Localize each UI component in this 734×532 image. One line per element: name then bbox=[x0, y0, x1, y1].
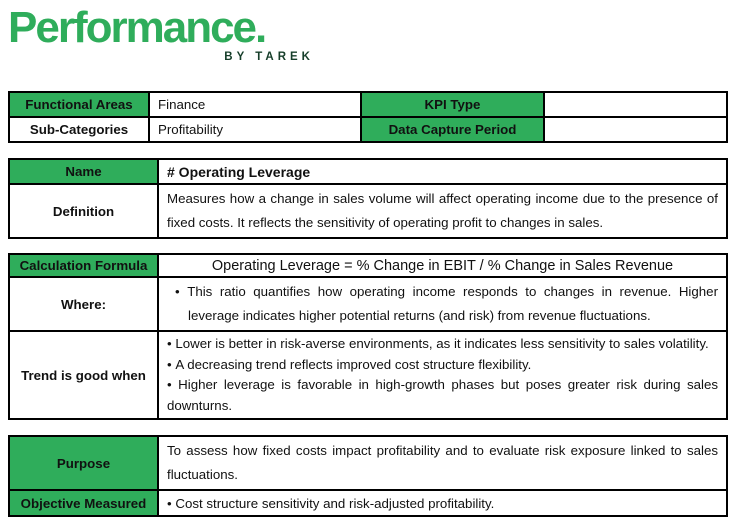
objective-bullet: Cost structure sensitivity and risk-adju… bbox=[167, 496, 718, 511]
data-capture-period-value bbox=[543, 116, 728, 143]
table-row: Calculation Formula Operating Leverage =… bbox=[8, 253, 728, 278]
kpi-type-label: KPI Type bbox=[360, 91, 545, 118]
name-label: Name bbox=[8, 158, 159, 185]
kpi-type-value bbox=[543, 91, 728, 118]
formula-table: Calculation Formula Operating Leverage =… bbox=[8, 253, 728, 420]
table-row: Objective Measured Cost structure sensit… bbox=[8, 489, 728, 517]
sub-categories-value: Profitability bbox=[148, 116, 362, 143]
sub-categories-label: Sub-Categories bbox=[8, 116, 150, 143]
table-row: Trend is good when Lower is better in ri… bbox=[8, 330, 728, 420]
trend-bullet: Higher leverage is favorable in high-gro… bbox=[167, 375, 718, 416]
objective-measured-value: Cost structure sensitivity and risk-adju… bbox=[157, 489, 728, 517]
table-row: Where: This ratio quantifies how operati… bbox=[8, 276, 728, 332]
objective-measured-label: Objective Measured bbox=[8, 489, 159, 517]
where-bullet: This ratio quantifies how operating inco… bbox=[167, 280, 718, 328]
table-row: Purpose To assess how fixed costs impact… bbox=[8, 435, 728, 491]
calculation-formula-value: Operating Leverage = % Change in EBIT / … bbox=[157, 253, 728, 278]
kpi-name-value: # Operating Leverage bbox=[157, 158, 728, 185]
trend-value: Lower is better in risk-averse environme… bbox=[157, 330, 728, 420]
calculation-formula-label: Calculation Formula bbox=[8, 253, 159, 278]
purpose-value: To assess how fixed costs impact profita… bbox=[157, 435, 728, 491]
trend-label: Trend is good when bbox=[8, 330, 159, 420]
purpose-label: Purpose bbox=[8, 435, 159, 491]
functional-areas-label: Functional Areas bbox=[8, 91, 150, 118]
table-row: Sub-Categories Profitability Data Captur… bbox=[8, 116, 728, 143]
definition-label: Definition bbox=[8, 183, 159, 239]
data-capture-period-label: Data Capture Period bbox=[360, 116, 545, 143]
meta-table: Functional Areas Finance KPI Type Sub-Ca… bbox=[8, 91, 728, 143]
purpose-table: Purpose To assess how fixed costs impact… bbox=[8, 435, 728, 517]
name-definition-table: Name # Operating Leverage Definition Mea… bbox=[8, 158, 728, 239]
definition-value: Measures how a change in sales volume wi… bbox=[157, 183, 728, 239]
where-label: Where: bbox=[8, 276, 159, 332]
trend-bullet: Lower is better in risk-averse environme… bbox=[167, 334, 718, 355]
table-row: Name # Operating Leverage bbox=[8, 158, 728, 185]
functional-areas-value: Finance bbox=[148, 91, 362, 118]
table-row: Definition Measures how a change in sale… bbox=[8, 183, 728, 239]
where-value: This ratio quantifies how operating inco… bbox=[157, 276, 728, 332]
table-row: Functional Areas Finance KPI Type bbox=[8, 91, 728, 118]
brand-logo: Performance. BY TAREK bbox=[8, 3, 320, 64]
trend-bullet: A decreasing trend reflects improved cos… bbox=[167, 355, 718, 376]
brand-byline: BY TAREK bbox=[224, 51, 314, 63]
brand-wordmark: Performance. bbox=[8, 3, 267, 52]
